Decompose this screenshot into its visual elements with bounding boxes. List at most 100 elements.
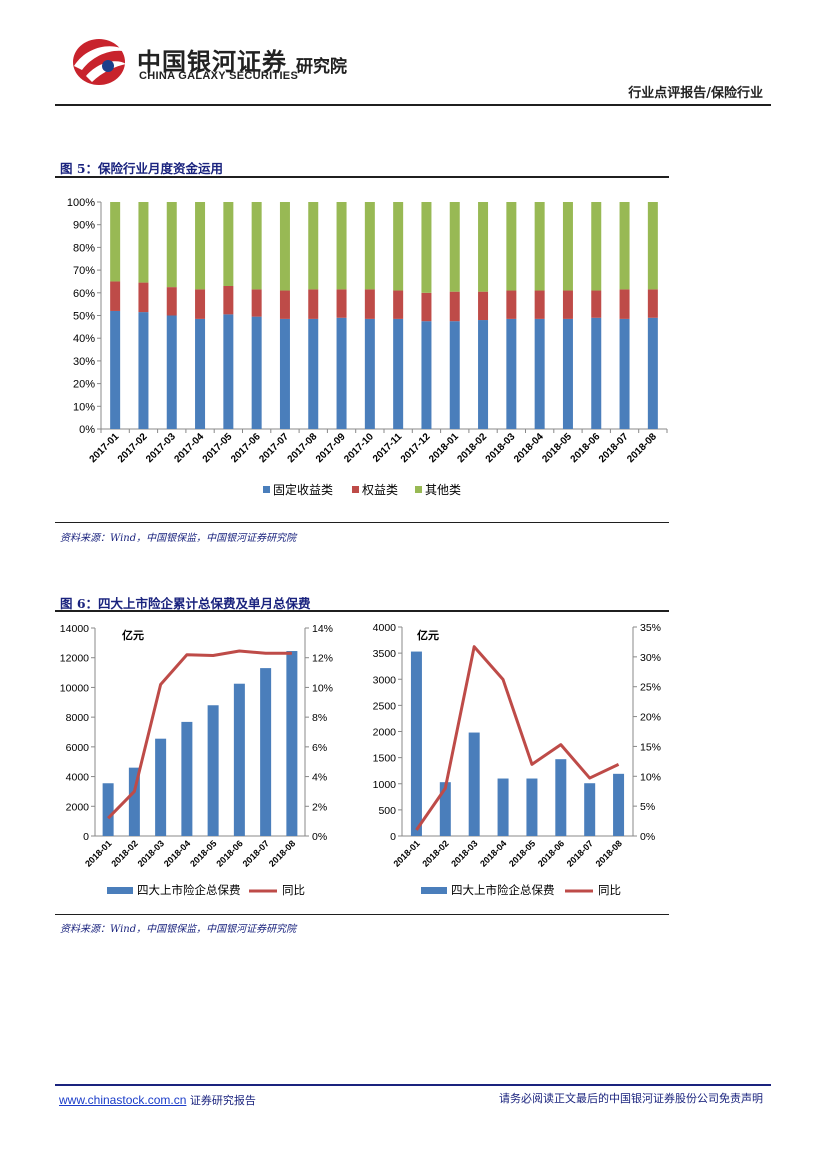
left-tick-label: 3500 <box>373 648 397 660</box>
x-tick-label: 2018-01 <box>427 431 461 465</box>
bar-segment-fixed-income <box>251 316 262 429</box>
bar-segment-other <box>166 202 177 288</box>
y-tick-label: 20% <box>73 379 95 391</box>
legend-line-label: 同比 <box>282 884 305 897</box>
right-tick-label: 15% <box>640 741 661 753</box>
right-tick-label: 20% <box>640 712 661 724</box>
x-tick-label: 2017-02 <box>116 431 150 465</box>
premium-bar <box>555 759 567 836</box>
footer-website-link[interactable]: www.chinastock.com.cn <box>59 1093 187 1107</box>
bar-segment-equity <box>562 290 573 319</box>
x-tick-label: 2018-07 <box>597 431 631 465</box>
x-tick-label: 2018-04 <box>162 838 192 868</box>
legend-bar-label: 四大上市险企总保费 <box>451 883 555 897</box>
x-tick-label: 2018-08 <box>594 838 624 868</box>
y-tick-label: 0% <box>79 424 95 436</box>
bar-segment-equity <box>223 285 234 315</box>
left-tick-label: 2000 <box>66 801 90 813</box>
bar-segment-other <box>138 202 149 283</box>
left-tick-label: 500 <box>378 805 396 817</box>
bar-segment-fixed-income <box>279 318 290 429</box>
yoy-line <box>107 649 292 820</box>
bar-segment-fixed-income <box>336 317 347 429</box>
figure6-top-rule <box>55 610 669 612</box>
y-tick-label: 80% <box>73 242 95 254</box>
right-unit-label: 亿元 <box>417 629 439 642</box>
bar-segment-fixed-income <box>534 318 545 429</box>
premium-bar <box>468 732 480 836</box>
bar-segment-other <box>534 202 545 291</box>
bar-segment-fixed-income <box>647 317 658 429</box>
bar-segment-other <box>393 202 404 291</box>
legend-bar-label: 四大上市险企总保费 <box>137 883 241 897</box>
right-tick-label: 2% <box>312 801 327 813</box>
yoy-line <box>415 645 620 831</box>
right-tick-label: 25% <box>640 682 661 694</box>
figure6-left-chart: 0 2000 4000 6000 8000 10000 12000 14000 0% 2% 4% 6%… <box>60 623 333 897</box>
bar-segment-fixed-income <box>195 318 206 429</box>
x-tick-label: 2018-06 <box>536 838 566 868</box>
figure5-top-rule <box>55 176 669 178</box>
footer-rule <box>55 1084 771 1086</box>
left-tick-label: 3000 <box>373 674 397 686</box>
x-tick-label: 2018-02 <box>109 838 139 868</box>
x-tick-label: 2018-04 <box>512 431 546 465</box>
legend-swatch <box>415 486 422 493</box>
bar-segment-equity <box>110 281 121 311</box>
legend-label: 权益类 <box>362 483 398 497</box>
bar-segment-equity <box>591 290 602 318</box>
right-tick-label: 4% <box>312 772 327 784</box>
left-tick-label: 0 <box>390 831 396 843</box>
bar-segment-other <box>110 202 121 282</box>
x-tick-label: 2018-06 <box>569 431 603 465</box>
bar-segment-fixed-income <box>619 318 630 429</box>
bar-segment-fixed-income <box>223 314 234 429</box>
premium-bar <box>584 783 596 836</box>
legend-line-label: 同比 <box>598 884 621 897</box>
bar-segment-equity <box>506 290 517 319</box>
bar-segment-other <box>421 202 432 293</box>
footer-left: www.chinastock.com.cn 证券研究报告 <box>59 1089 256 1108</box>
bar-segment-fixed-income <box>421 321 432 429</box>
bar-segment-equity <box>279 290 290 319</box>
left-unit-label: 亿元 <box>122 629 144 642</box>
bar-segment-equity <box>647 289 658 318</box>
right-tick-label: 12% <box>312 653 333 665</box>
company-name-cn: 中国银河证券 <box>137 48 287 76</box>
y-tick-label: 100% <box>67 197 95 209</box>
x-tick-label: 2017-08 <box>286 431 320 465</box>
bar-segment-other <box>336 202 347 290</box>
premium-bar <box>155 738 167 836</box>
bar-segment-fixed-income <box>308 318 319 429</box>
x-tick-label: 2018-05 <box>188 838 218 868</box>
company-logo <box>68 36 130 88</box>
galaxy-swoosh-logo <box>73 39 128 85</box>
bar-segment-equity <box>534 290 545 319</box>
bar-segment-equity <box>251 289 262 317</box>
x-tick-label: 2017-01 <box>88 431 122 465</box>
bar-segment-equity <box>421 292 432 322</box>
bar-segment-equity <box>308 289 319 319</box>
bar-segment-other <box>647 202 658 290</box>
premium-bar <box>497 778 509 836</box>
left-tick-label: 1000 <box>373 779 397 791</box>
bar-segment-fixed-income <box>562 318 573 429</box>
bar-segment-other <box>591 202 602 291</box>
bar-segment-fixed-income <box>393 318 404 429</box>
premium-bar <box>526 778 538 836</box>
x-tick-label: 2018-06 <box>214 838 244 868</box>
figure6-source: 资料来源：Wind，中国银保监，中国银河证券研究院 <box>60 924 297 935</box>
right-tick-label: 6% <box>312 742 327 754</box>
legend-swatch <box>352 486 359 493</box>
right-tick-label: 35% <box>640 622 661 634</box>
x-tick-label: 2017-06 <box>229 431 263 465</box>
premium-bar <box>410 651 422 836</box>
bar-segment-other <box>364 202 375 290</box>
footer-report-label: 证券研究报告 <box>186 1094 256 1107</box>
bar-segment-fixed-income <box>506 318 517 429</box>
bar-segment-other <box>506 202 517 291</box>
x-tick-label: 2017-11 <box>371 431 405 465</box>
bar-segment-equity <box>166 287 177 316</box>
x-tick-label: 2018-03 <box>484 431 518 465</box>
bar-segment-fixed-income <box>138 312 149 429</box>
